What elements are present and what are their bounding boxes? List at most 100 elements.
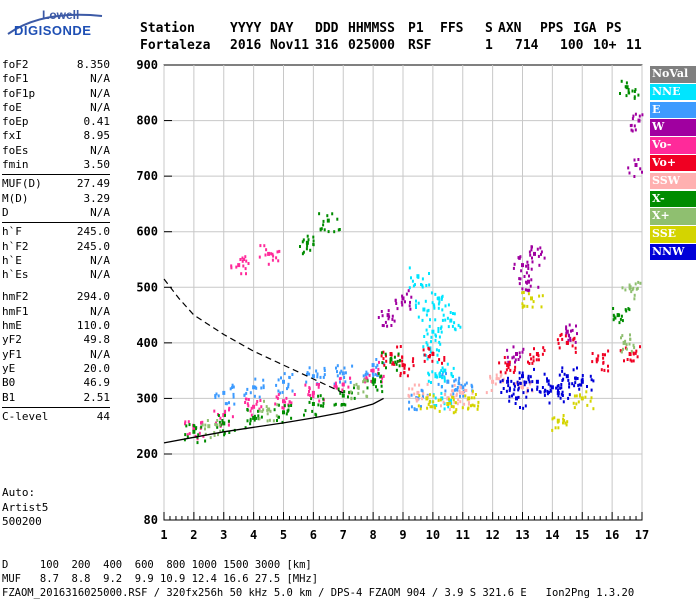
echo-point-vo: [574, 350, 577, 354]
echo-point-vo: [392, 361, 395, 365]
echo-point-nne: [437, 302, 440, 306]
echo-point-w: [407, 289, 410, 293]
echo-point-e: [260, 386, 263, 390]
echo-point-nne: [429, 350, 432, 354]
x-tick-label: 4: [250, 528, 257, 542]
echo-point-x: [260, 415, 263, 419]
echo-point-nne: [441, 366, 444, 370]
polarization-legend: NoVal NNE E W Vo- Vo+ SSW X- X+ SSE NNW: [650, 66, 696, 262]
y-tick-label: 400: [136, 336, 158, 350]
echo-point-sse: [566, 420, 569, 424]
echo-point-vo: [381, 376, 384, 380]
echo-point-nne: [443, 376, 446, 379]
echo-marker-x: [252, 415, 256, 420]
echo-point-vo: [378, 360, 380, 364]
echo-point-vo: [602, 361, 605, 365]
echo-point-nne: [443, 379, 446, 383]
echo-point-e: [262, 386, 265, 390]
echo-point-w: [574, 340, 577, 344]
param-name: hmF1: [2, 304, 29, 318]
echo-point-w: [632, 114, 635, 118]
echo-point-w: [529, 284, 532, 288]
echo-point-x: [223, 433, 226, 437]
param-name: foEp: [2, 115, 29, 129]
echo-point-e: [339, 380, 341, 384]
echo-point-nne: [426, 309, 429, 313]
echo-point-vo: [630, 359, 633, 363]
echo-point-x: [363, 378, 365, 382]
echo-point-x: [348, 390, 351, 394]
echo-point-w: [568, 334, 570, 338]
echo-point-e: [343, 366, 346, 370]
echo-point-x: [219, 423, 222, 427]
echo-point-nne: [425, 284, 428, 287]
echo-point-nne: [434, 372, 437, 376]
echo-marker-w: [527, 279, 530, 284]
echo-point-vo: [380, 354, 383, 358]
echo-point-x: [201, 423, 204, 427]
echo-point-vo: [423, 353, 426, 357]
echo-point-sse: [452, 398, 455, 402]
echo-point-x: [218, 420, 221, 424]
echo-point-vo: [307, 393, 310, 397]
echo-point-x: [272, 419, 275, 423]
echo-point-w: [570, 329, 572, 333]
echo-point-nne: [441, 318, 444, 322]
echo-point-nne: [443, 407, 446, 411]
echo-point-w: [567, 338, 570, 342]
param-row: MUF(D) 27.49: [2, 177, 110, 191]
echo-point-x: [612, 318, 615, 322]
echo-point-x: [344, 403, 347, 407]
echo-marker-x: [305, 240, 309, 245]
echo-point-e: [232, 395, 235, 399]
echo-point-vo: [264, 253, 267, 257]
echo-point-x: [380, 380, 382, 384]
echo-point-nnw: [527, 374, 530, 378]
echo-point-nne: [417, 315, 420, 319]
echo-point-nnw: [561, 366, 564, 370]
echo-marker-vo: [237, 263, 241, 268]
param-value: N/A: [90, 268, 110, 282]
echo-point-sse: [467, 406, 470, 410]
echo-point-vo: [335, 386, 338, 390]
echo-point-vo: [271, 252, 274, 256]
echo-point-sse: [527, 292, 530, 296]
echo-point-x: [347, 395, 349, 399]
header-value-2: Nov11: [270, 38, 310, 53]
param-row: foEp 0.41: [2, 115, 110, 129]
echo-point-nnw: [546, 377, 548, 381]
echo-point-e: [349, 380, 352, 384]
footer-file-row: FZAOM_2016316025000.RSF / 320fx256h 50 k…: [2, 587, 635, 599]
echo-point-x: [268, 418, 271, 422]
echo-point-nnw: [559, 396, 562, 400]
echo-point-sse: [470, 404, 472, 408]
echo-point-nne: [448, 399, 451, 403]
x-tick-label: 7: [340, 528, 347, 542]
echo-point-e: [470, 383, 473, 387]
echo-point-w: [401, 294, 404, 298]
echo-point-e: [225, 402, 228, 406]
echo-point-e: [231, 386, 234, 389]
echo-point-nnw: [589, 374, 592, 378]
echo-point-sse: [471, 403, 474, 407]
echo-point-x: [322, 401, 325, 405]
echo-point-x: [631, 89, 634, 93]
echo-point-nnw: [568, 382, 571, 386]
echo-point-x: [619, 317, 622, 321]
echo-point-w: [576, 332, 578, 336]
echo-marker-x: [341, 393, 345, 398]
echo-point-vo: [597, 354, 600, 358]
legend-item-e: E: [650, 101, 696, 119]
echo-marker-x: [625, 85, 629, 90]
echo-point-vo: [256, 400, 259, 403]
echo-point-vo: [382, 374, 385, 378]
echo-point-nne: [424, 353, 427, 357]
echo-point-w: [528, 274, 530, 278]
echo-point-vo: [245, 397, 248, 401]
echo-point-nne: [441, 294, 444, 298]
x-tick-label: 1: [160, 528, 167, 542]
echo-point-e: [224, 402, 227, 406]
echo-point-nnw: [543, 393, 546, 397]
echo-marker-ssw: [446, 396, 450, 401]
echo-point-w: [630, 128, 633, 132]
